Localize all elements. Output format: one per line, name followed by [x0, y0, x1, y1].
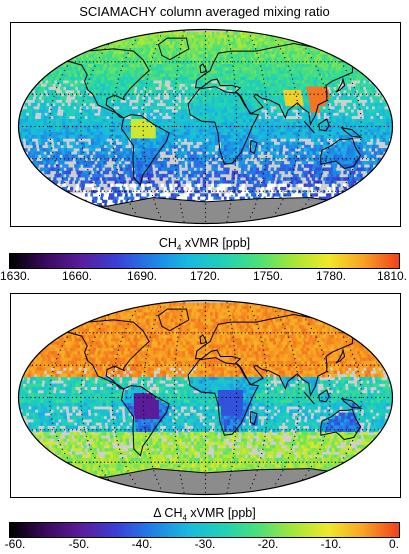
coastline: [187, 357, 260, 436]
top-tick: 1690.: [126, 269, 158, 283]
top-map-title: SCIAMACHY column averaged mixing ratio: [79, 4, 330, 19]
coastline: [57, 319, 150, 390]
top-tick: 1630.: [0, 269, 31, 283]
bottom-colorbar: [9, 522, 400, 538]
top-tick: 1750.: [252, 269, 284, 283]
coastline: [53, 197, 358, 224]
coastline: [120, 385, 170, 457]
bottom-tick: -30.: [194, 537, 216, 551]
bottom-colorbar-label: Δ CH4 xVMR [ppb]: [0, 506, 409, 523]
bottom-tick: -20.: [257, 537, 279, 551]
top-tick: 1660.: [61, 269, 93, 283]
bottom-colorbar-ticks: -60. -50. -40. -30. -20. -10. 0.: [0, 537, 409, 553]
coastline: [318, 389, 330, 403]
top-tick: 1810.: [376, 269, 408, 283]
coastline: [318, 118, 330, 132]
bottom-colorbar-label-sub: 4: [182, 513, 187, 523]
coastline: [335, 348, 346, 364]
coastline: [195, 313, 364, 397]
coastline: [249, 410, 258, 426]
coastline: [157, 308, 190, 332]
top-colorbar: [9, 253, 400, 269]
coastline: [199, 334, 208, 345]
bottom-colorbar-label-prefix: Δ CH: [153, 506, 183, 520]
coastline: [57, 48, 150, 119]
coastline: [120, 114, 170, 186]
top-colorbar-label-suffix: xVMR [ppb]: [181, 236, 251, 250]
bottom-tick: -50.: [68, 537, 90, 551]
top-colorbar-label-sub: 4: [176, 243, 182, 253]
top-tick: 1720.: [189, 269, 221, 283]
top-colorbar-label-prefix: CH: [158, 236, 177, 250]
bottom-tick: -60.: [4, 537, 26, 551]
top-colorbar-label: CH4 xVMR [ppb]: [0, 236, 409, 253]
top-colorbar-ticks: 1630. 1660. 1690. 1720. 1750. 1780. 1810…: [0, 269, 409, 285]
coastline: [340, 126, 363, 138]
coastline: [320, 137, 362, 170]
coastline: [303, 120, 315, 134]
top-tick: 1780.: [315, 269, 347, 283]
top-methane-map: [17, 28, 394, 225]
coastline: [187, 86, 260, 165]
top-map-panel: [10, 22, 401, 227]
coastline: [53, 468, 358, 495]
bottom-tick: -40.: [131, 537, 153, 551]
coastline: [249, 139, 258, 155]
coastline: [340, 397, 363, 409]
bottom-map-panel: [10, 293, 401, 498]
coastline: [320, 408, 362, 441]
bottom-colorbar-label-suffix: xVMR [ppb]: [186, 506, 256, 520]
coastline: [157, 37, 190, 61]
coastline: [199, 63, 208, 74]
bottom-tick: -10.: [320, 537, 342, 551]
coastline: [195, 42, 364, 126]
coastline: [335, 77, 346, 93]
bottom-methane-difference-map: [17, 299, 394, 496]
bottom-tick: 0.: [388, 537, 400, 551]
coastline: [303, 391, 315, 405]
